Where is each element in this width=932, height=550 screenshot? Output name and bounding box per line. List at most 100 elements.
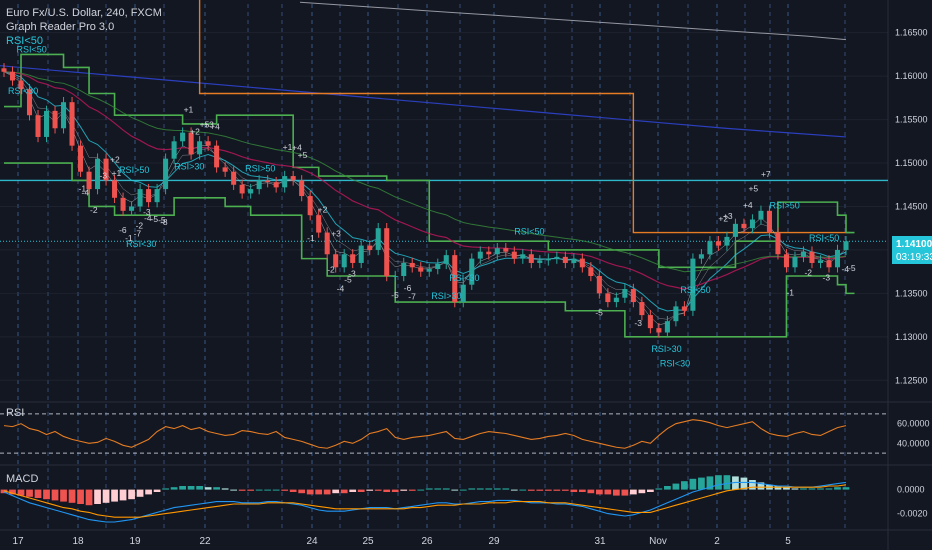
macd-histogram-bar — [281, 489, 289, 491]
macd-histogram-bar — [94, 489, 101, 504]
macd-histogram-bar — [196, 486, 203, 490]
candle-body — [732, 223, 738, 237]
smoothed-ma-line — [3, 71, 847, 290]
macd-histogram-bar — [349, 489, 357, 492]
macd-histogram-bar — [374, 489, 382, 491]
candle-body — [188, 132, 194, 155]
candle-body — [43, 110, 50, 137]
macd-histogram-bar — [442, 488, 450, 490]
signal-label: -5 — [848, 263, 856, 273]
candle-body — [35, 115, 41, 137]
macd-histogram-bar — [264, 489, 272, 491]
macd-histogram-bar — [808, 488, 816, 490]
candle-body — [452, 255, 458, 303]
macd-histogram-bar — [221, 488, 229, 490]
candle-body — [681, 306, 687, 311]
macd-histogram-bar — [757, 482, 765, 490]
macd-histogram-bar — [187, 486, 195, 490]
signal-label: +4 — [743, 200, 753, 210]
candle-body — [656, 328, 662, 333]
macd-histogram-bar — [357, 489, 365, 492]
macd-histogram-bar — [170, 487, 178, 490]
macd-histogram-bar — [85, 489, 93, 506]
candle-body — [469, 258, 475, 285]
candle-body — [367, 245, 373, 250]
signal-label: +7 — [761, 169, 771, 179]
signal-label: -7 — [408, 291, 416, 301]
candle-body — [214, 145, 220, 168]
signal-label: RSI<50 — [809, 233, 839, 243]
signal-label: RSI<50 — [680, 285, 710, 295]
macd-histogram-bar — [723, 475, 731, 490]
chart-legend: Euro Fx/U.S. Dollar, 240, FXCM Graph Rea… — [6, 6, 162, 48]
signal-label: -5 — [391, 290, 399, 300]
candle-body — [333, 254, 339, 268]
candle-body — [26, 89, 33, 116]
candle-body — [137, 189, 143, 207]
macd-histogram-bar — [9, 489, 16, 495]
macd-histogram-bar — [323, 489, 331, 495]
macd-signal-line — [3, 484, 847, 518]
signal-label: -4 — [337, 283, 345, 293]
candle-body — [494, 248, 500, 255]
candle-body — [299, 180, 305, 197]
candle-body — [435, 263, 441, 270]
y-tick-label: 1.15000 — [895, 158, 928, 168]
macd-histogram-bar — [459, 489, 467, 491]
macd-histogram-bar — [578, 489, 586, 492]
macd-histogram-bar — [255, 489, 263, 491]
macd-histogram-bar — [425, 488, 433, 490]
y-tick-label: 1.14500 — [895, 201, 928, 211]
macd-histogram-bar — [153, 489, 161, 492]
macd-histogram-bar — [544, 489, 552, 491]
macd-histogram-bar — [34, 489, 42, 498]
candle-body — [630, 289, 636, 303]
candle-body — [758, 210, 764, 220]
macd-histogram-bar — [672, 483, 680, 490]
candle-body — [358, 245, 364, 263]
macd-pane-label: MACD — [6, 473, 38, 485]
macd-histogram-bar — [817, 488, 824, 490]
candle-body — [690, 258, 696, 311]
candle-body — [197, 141, 203, 155]
candle-body — [707, 241, 713, 255]
smoothed-ma-line — [3, 71, 847, 320]
candle-body — [647, 315, 653, 329]
price-badge — [892, 236, 932, 264]
candle-body — [715, 241, 721, 246]
macd-histogram-bar — [689, 478, 697, 490]
macd-histogram-bar — [595, 489, 603, 495]
macd-histogram-bar — [136, 489, 144, 497]
candle-body — [231, 171, 237, 185]
macd-histogram-bar — [60, 489, 67, 502]
y-tick-label: 1.16000 — [895, 71, 928, 81]
candle-body — [324, 232, 330, 255]
signal-label: +2 — [718, 214, 728, 224]
macd-histogram-bar — [749, 480, 756, 490]
y-tick-label: 1.13500 — [895, 288, 928, 298]
signal-label: -2 — [804, 268, 812, 278]
candle-body — [205, 141, 211, 146]
macd-histogram-bar — [332, 489, 340, 494]
signal-label: +3 — [723, 211, 733, 221]
candle-body — [749, 219, 755, 229]
macd-histogram-bar — [621, 489, 629, 496]
macd-histogram-bar — [468, 488, 476, 490]
candle-body — [426, 269, 432, 272]
candle-body — [698, 254, 704, 259]
x-tick-label: 31 — [594, 536, 606, 547]
candle-body — [800, 251, 807, 257]
candle-body — [809, 251, 815, 263]
signal-label: -3 — [634, 318, 642, 328]
macd-histogram-bar — [77, 489, 84, 504]
x-tick-label: 24 — [306, 536, 318, 547]
candle-body — [588, 267, 594, 276]
smoothed-ma-line — [3, 71, 847, 273]
signal-label: -2 — [327, 264, 335, 274]
candle-body — [222, 167, 228, 172]
smoothed-ma-line — [3, 71, 847, 312]
rsi-tick-label: 60.0000 — [897, 419, 930, 429]
signal-label: -5 — [344, 274, 352, 284]
